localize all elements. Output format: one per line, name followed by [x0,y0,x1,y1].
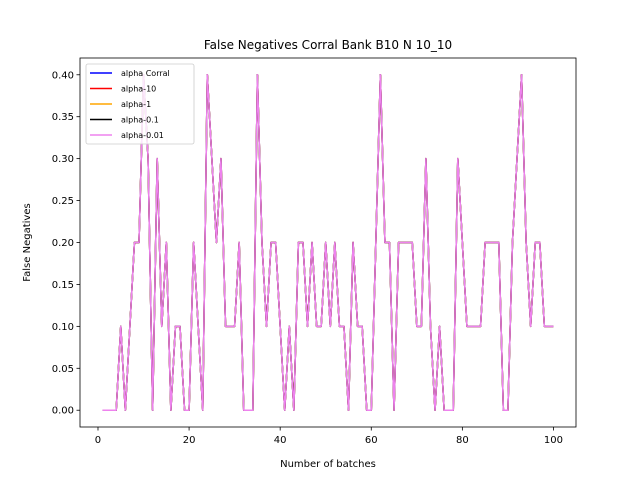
y-tick-label: 0.15 [52,280,74,291]
legend-label: alpha-0.1 [121,116,159,125]
y-tick-label: 0.40 [52,70,74,81]
x-tick-label: 60 [365,435,378,446]
series-layer [102,74,554,411]
y-tick-label: 0.25 [52,196,74,207]
y-tick-label: 0.10 [52,322,74,333]
legend: alpha Corral alpha-10 alpha-1 alpha-0.1 alph… [85,63,195,145]
y-tick-label: 0.30 [52,154,74,165]
x-tick-label: 20 [183,435,196,446]
legend-label: alpha-1 [121,100,151,109]
x-tick-label: 0 [95,435,101,446]
y-tick-label: 0.20 [52,238,74,249]
y-axis: 0.00 0.05 0.10 0.15 0.20 0.25 0.30 0.35 0.40 [52,70,80,417]
series-line-4 [102,74,554,411]
y-tick-label: 0.05 [52,364,74,375]
y-tick-label: 0.35 [52,112,74,123]
x-tick-label: 40 [274,435,287,446]
legend-label: alpha-0.01 [121,131,164,140]
legend-label: alpha-10 [121,85,156,94]
legend-frame [85,63,195,145]
y-tick-label: 0.00 [52,406,74,417]
x-axis-title: Number of batches [280,459,376,470]
x-tick-label: 80 [456,435,469,446]
x-axis: 0 20 40 60 80 100 [95,427,563,446]
y-axis-title: False Negatives [22,203,33,281]
chart-title: False Negatives Corral Bank B10 N 10_10 [204,38,452,52]
x-tick-label: 100 [544,435,563,446]
legend-label: alpha Corral [121,69,170,78]
